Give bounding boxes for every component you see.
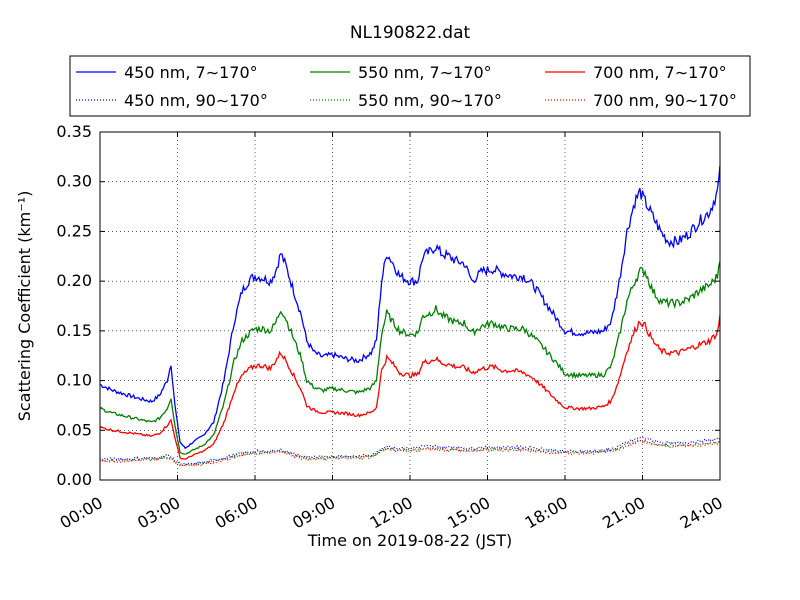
legend-label: 700 nm, 90∼170°: [593, 91, 737, 110]
x-tick-label: 00:00: [57, 493, 106, 533]
legend-frame: [69, 55, 751, 117]
series-line: [99, 165, 721, 450]
legend-label: 550 nm, 90∼170°: [358, 91, 502, 110]
x-tick-label: 03:00: [134, 493, 183, 533]
ticks: 0.00 0.05 0.10 0.15 0.20 0.25 0.30 0.35 00:00 03:…: [56, 122, 726, 533]
legend-label: 550 nm, 7∼170°: [358, 63, 492, 82]
y-tick-label: 0.00: [56, 470, 92, 489]
grid: [100, 132, 720, 480]
series-line: [99, 261, 721, 455]
legend-label: 700 nm, 7∼170°: [593, 63, 727, 82]
x-axis-label: Time on 2019-08-22 (JST): [307, 531, 512, 550]
y-tick-label: 0.35: [56, 122, 92, 141]
series-line: [99, 439, 721, 467]
x-tick-label: 09:00: [289, 493, 338, 533]
legend: 450 nm, 7∼170° 550 nm, 7∼170° 700 nm, 7∼17…: [69, 55, 751, 117]
x-tick-label: 15:00: [444, 493, 493, 533]
y-tick-label: 0.05: [56, 420, 92, 439]
x-tick-label: 24:00: [677, 493, 726, 533]
series-line: [99, 314, 721, 460]
legend-label: 450 nm, 90∼170°: [124, 91, 268, 110]
y-tick-label: 0.20: [56, 271, 92, 290]
series-layer: [99, 165, 721, 467]
y-tick-label: 0.15: [56, 321, 92, 340]
y-tick-label: 0.30: [56, 172, 92, 191]
x-tick-label: 18:00: [522, 493, 571, 533]
y-tick-label: 0.10: [56, 371, 92, 390]
x-tick-label: 06:00: [212, 493, 261, 533]
y-tick-label: 0.25: [56, 221, 92, 240]
y-axis-label: Scattering Coefficient (km⁻¹): [15, 191, 34, 422]
x-tick-label: 12:00: [367, 493, 416, 533]
legend-label: 450 nm, 7∼170°: [124, 63, 258, 82]
chart-title: NL190822.dat: [350, 23, 471, 43]
x-tick-label: 21:00: [599, 493, 648, 533]
